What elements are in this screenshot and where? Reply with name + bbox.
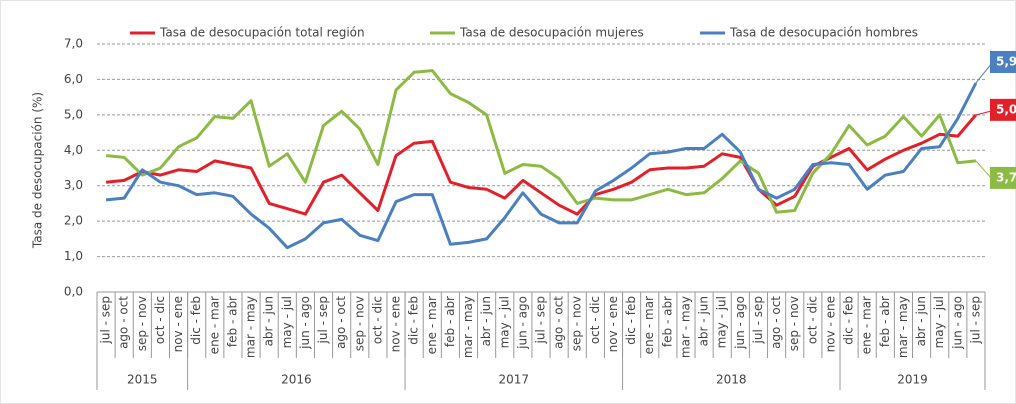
x-tick-label: ene - mar [425, 296, 439, 354]
x-tick-label: may - jul [932, 296, 946, 348]
x-tick-label: oct - dic [153, 296, 167, 344]
x-tick-label: ago - oct [117, 296, 131, 349]
end-label-text: 5,9 [996, 54, 1016, 68]
x-tick-label: dic - feb [189, 296, 203, 345]
x-tick-label: jun - ago [733, 296, 747, 350]
x-tick-label: may - jul [715, 296, 729, 348]
legend-label: Tasa de desocupación mujeres [459, 26, 644, 40]
y-tick-label: 3,0 [64, 178, 83, 192]
year-label: 2017 [499, 373, 530, 387]
series-line [105, 82, 978, 250]
x-tick-label: may - jul [280, 296, 294, 348]
year-label: 2015 [127, 373, 158, 387]
legend-label: Tasa de desocupación hombres [729, 26, 918, 40]
x-tick-label: abr - jun [262, 296, 276, 346]
x-tick-label: feb - abr [443, 296, 457, 347]
series-line [105, 69, 977, 214]
legend-label: Tasa de desocupación total región [159, 26, 365, 40]
x-tick-label: ene - mar [207, 296, 221, 354]
x-tick-label: nov - ene [606, 296, 620, 352]
x-tick-label: feb - abr [660, 296, 674, 347]
year-label: 2016 [281, 373, 312, 387]
x-tick-label: oct - dic [588, 296, 602, 344]
x-tick-label: jun - ago [298, 296, 312, 350]
x-tick-label: jul - sep [316, 296, 330, 344]
x-tick-label: sep - nov [352, 296, 366, 351]
end-label: 5,0 [975, 98, 1016, 121]
x-tick-label: mar - may [244, 296, 258, 358]
end-label-text: 3,7 [996, 170, 1016, 184]
y-tick-label: 1,0 [64, 249, 83, 263]
x-tick-label: mar - may [461, 296, 475, 358]
y-tick-label: 4,0 [64, 143, 83, 157]
end-label-text: 5,0 [996, 102, 1016, 116]
x-tick-label: ago - oct [769, 296, 783, 349]
x-tick-label: jun - ago [515, 296, 529, 350]
x-tick-label: oct - dic [805, 296, 819, 344]
x-tick-label: nov - ene [171, 296, 185, 352]
x-tick-label: jul - sep [968, 296, 982, 344]
x-tick-label: dic - feb [407, 296, 421, 345]
end-label-connector [975, 62, 993, 84]
x-tick-label: mar - may [678, 296, 692, 358]
x-tick-label: abr - jun [697, 296, 711, 346]
end-label: 3,7 [975, 160, 1016, 189]
x-tick-label: ene - mar [642, 296, 656, 354]
x-tick-label: feb - abr [225, 296, 239, 347]
x-tick-label: mar - may [896, 296, 910, 358]
end-label-connector [975, 110, 993, 116]
x-tick-label: sep - nov [135, 296, 149, 351]
x-tick-label: ago - oct [552, 296, 566, 349]
x-tick-label: feb - abr [878, 296, 892, 347]
y-axis-title: Tasa de desocupación (%) [31, 92, 45, 249]
y-tick-label: 6,0 [64, 72, 83, 86]
y-tick-label: 7,0 [64, 37, 83, 51]
year-label: 2019 [897, 373, 928, 387]
x-tick-label: jun - ago [950, 296, 964, 350]
x-tick-label: abr - jun [914, 296, 928, 346]
end-label-connector [975, 160, 993, 180]
x-tick-label: oct - dic [370, 296, 384, 344]
x-tick-label: nov - ene [389, 296, 403, 352]
x-tick-label: dic - feb [842, 296, 856, 345]
x-tick-label: jul - sep [751, 296, 765, 344]
x-tick-label: ago - oct [334, 296, 348, 349]
x-tick-label: dic - feb [624, 296, 638, 345]
y-tick-label: 0,0 [64, 285, 83, 299]
x-tick-label: ene - mar [860, 296, 874, 354]
y-tick-label: 2,0 [64, 214, 83, 228]
x-tick-label: may - jul [497, 296, 511, 348]
y-tick-label: 5,0 [64, 107, 83, 121]
x-tick-label: sep - nov [570, 296, 584, 351]
x-tick-label: nov - ene [823, 296, 837, 352]
x-tick-label: jul - sep [99, 296, 113, 344]
series-line [105, 113, 978, 216]
end-label: 5,9 [975, 50, 1016, 84]
year-label: 2018 [716, 373, 747, 387]
x-tick-label: jul - sep [534, 296, 548, 344]
x-tick-label: sep - nov [787, 296, 801, 351]
end-label-box [990, 50, 1016, 73]
end-label-box [990, 98, 1016, 121]
end-label-box [990, 166, 1016, 189]
x-tick-label: abr - jun [479, 296, 493, 346]
